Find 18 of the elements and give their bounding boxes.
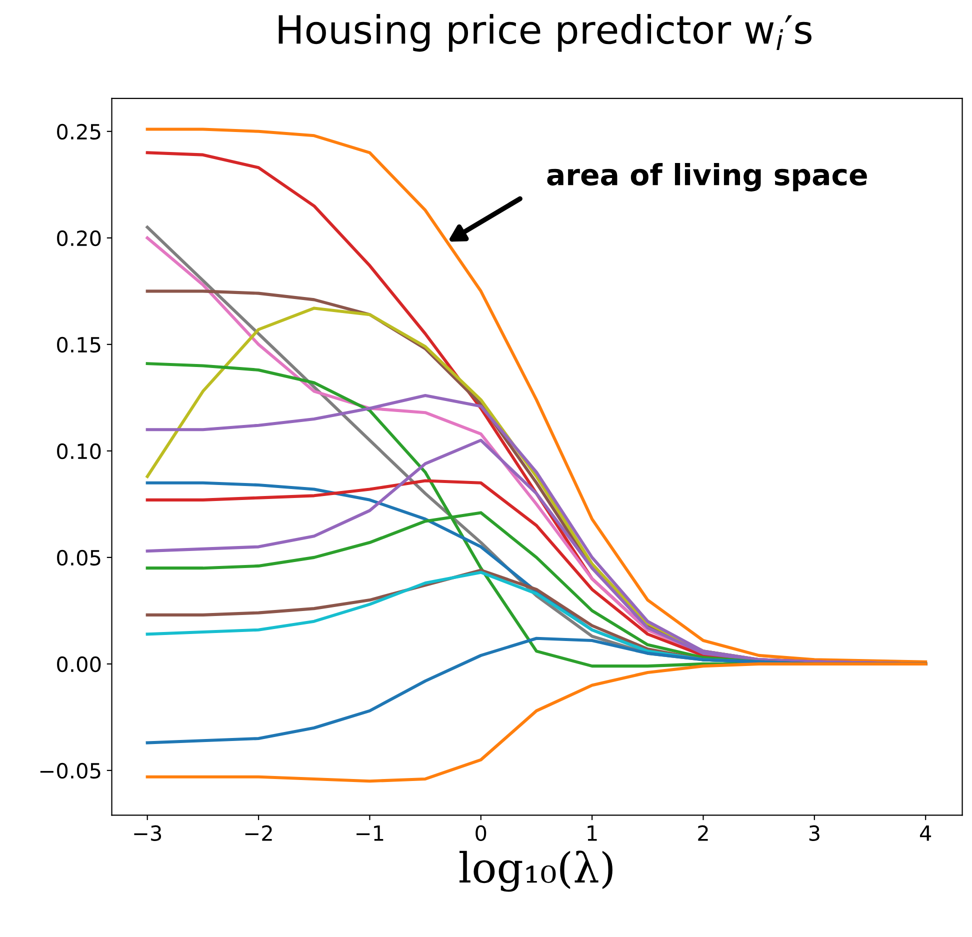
y-tick-label: 0.10 (57, 443, 101, 460)
y-tick-label: 0.15 (57, 336, 100, 353)
x-tick-label: −1 (356, 826, 384, 841)
y-tick-label: 0.20 (57, 230, 101, 246)
x-tick-label: 2 (698, 825, 708, 841)
x-tick-label: −2 (245, 825, 272, 841)
x-tick-label: 0 (476, 825, 486, 842)
annotation: area of living space (547, 163, 867, 192)
y-tick-label: 0.00 (57, 656, 101, 672)
y-tick-label: 0.25 (57, 124, 100, 140)
x-tick-label: 1 (588, 826, 597, 841)
y-tick-label: −0.05 (40, 762, 100, 779)
x-axis-title: log₁₀(λ) (460, 850, 612, 892)
chart-title: Housing price predictor w$_{i}$′s (278, 14, 812, 52)
x-tick-label: 4 (920, 826, 932, 841)
y-tick-label: 0.05 (57, 550, 100, 566)
x-tick-label: −3 (134, 825, 162, 842)
x-tick-label: 3 (809, 825, 820, 842)
